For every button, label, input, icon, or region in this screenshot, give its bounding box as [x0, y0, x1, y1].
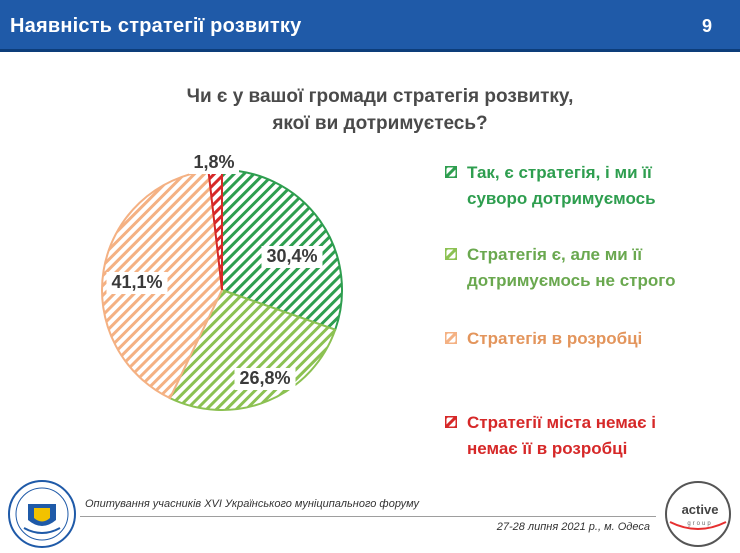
footer-divider — [80, 516, 656, 517]
legend-swatch-loose — [445, 248, 457, 260]
page-title: Наявність стратегії розвитку — [10, 15, 302, 37]
legend-label-loose: Стратегія є, але ми її дотримуємось не с… — [467, 242, 727, 294]
brand-subtitle: group — [687, 521, 713, 527]
legend-label-line: Стратегія в розробці — [467, 329, 643, 348]
chart-title-line-1: Чи є у вашої громади стратегія розвитку, — [186, 86, 574, 107]
data-label-bg-none — [189, 152, 239, 174]
data-label-bg-strict — [261, 246, 323, 268]
header-bar: Наявність стратегії розвитку 9 — [0, 0, 740, 52]
forum-emblem-logo — [8, 480, 76, 548]
legend-swatch-strict — [445, 166, 457, 178]
legend-swatch-fill — [445, 332, 457, 344]
brand-name: active — [681, 502, 719, 517]
legend-swatch-developing — [445, 332, 457, 344]
data-label-bg-loose — [234, 368, 296, 390]
legend-label-none: Стратегії міста немає і немає її в розро… — [467, 410, 727, 462]
legend-swatch-fill — [445, 166, 457, 178]
data-label-developing: 41,1% — [111, 272, 162, 292]
legend-swatch-none — [445, 416, 457, 428]
data-label-none: 1,8% — [193, 152, 234, 172]
active-group-logo — [665, 481, 731, 547]
legend-label-line: Стратегія є, але ми її — [467, 245, 643, 264]
legend-label-line: дотримуємось не строго — [467, 271, 676, 290]
footer-survey-text: Опитування учасників XVI Українського му… — [85, 498, 420, 510]
legend-label-line: немає її в розробці — [467, 439, 628, 458]
data-label-loose: 26,8% — [239, 368, 290, 388]
legend-swatch-fill — [445, 416, 457, 428]
legend-label-developing: Стратегія в розробці — [467, 326, 727, 352]
legend-label-line: суворо дотримуємось — [467, 189, 656, 208]
chart-title: Чи є у вашої громади стратегія розвитку,… — [120, 83, 640, 137]
legend-label-line: Стратегії міста немає і — [467, 413, 656, 432]
chart-title-line-2: якої ви дотримуєтесь? — [272, 113, 488, 134]
legend-label-strict: Так, є стратегія, і ми її суворо дотриму… — [467, 160, 727, 212]
page-number: 9 — [701, 16, 712, 36]
data-label-bg-developing — [106, 272, 168, 294]
footer-date-text: 27-28 липня 2021 р., м. Одеса — [496, 521, 650, 533]
legend-label-line: Так, є стратегія, і ми її — [467, 163, 652, 182]
legend-swatch-fill — [445, 248, 457, 260]
data-label-strict: 30,4% — [266, 246, 317, 266]
